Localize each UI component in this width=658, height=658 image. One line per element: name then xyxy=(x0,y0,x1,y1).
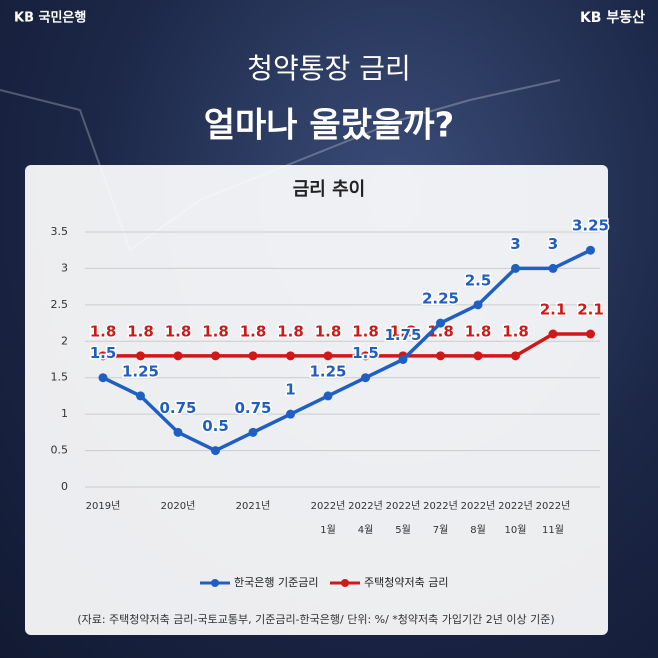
y-tick-label: 1.5 xyxy=(51,371,69,384)
point xyxy=(248,427,258,437)
data-label: 1.8 xyxy=(390,322,417,340)
x-tick-label: 2022년 11월 xyxy=(535,501,571,536)
data-label: 1.8 xyxy=(165,322,192,340)
point xyxy=(136,351,145,361)
point xyxy=(211,351,220,361)
data-label: 1.25 xyxy=(122,362,159,380)
data-label: 2.25 xyxy=(422,290,459,308)
data-label: 1.5 xyxy=(90,344,117,362)
point xyxy=(548,263,558,273)
data-label: 1.8 xyxy=(315,322,342,340)
y-tick-label: 0.5 xyxy=(51,444,69,457)
data-label: 3.25 xyxy=(572,217,609,235)
x-tick-label: 2022년 10월 xyxy=(498,501,533,536)
y-tick-label: 3 xyxy=(61,261,68,274)
point xyxy=(511,263,520,273)
point xyxy=(511,351,520,361)
point xyxy=(173,427,183,437)
data-label: 2.1 xyxy=(540,301,567,319)
data-label: 1.8 xyxy=(127,322,154,340)
title-1: 청약통장 금리 xyxy=(247,52,410,85)
x-tick-label: 2022년 5월 xyxy=(385,501,421,536)
y-tick-label: 0 xyxy=(61,480,68,493)
x-tick-label: 2022년 8월 xyxy=(460,501,496,536)
data-label: 3 xyxy=(548,235,558,253)
x-tick-label: 2021년 xyxy=(235,501,271,512)
point xyxy=(286,351,295,361)
data-label: 0.75 xyxy=(159,399,196,417)
series-line xyxy=(102,248,592,453)
point xyxy=(248,351,258,361)
y-tick-label: 1 xyxy=(61,407,68,420)
legend-label: 주택청약저축 금리 xyxy=(364,575,448,589)
note: (자료: 주택청약저축 금리-국토교통부, 기준금리-한국은행/ 단위: %/ … xyxy=(77,612,554,626)
data-label: 1.8 xyxy=(202,322,229,340)
data-label: 1.25 xyxy=(309,362,346,380)
point xyxy=(398,355,408,364)
data-label: 2.1 xyxy=(577,301,604,319)
data-label: 0.75 xyxy=(234,399,271,417)
data-label: 0.5 xyxy=(202,417,229,435)
data-label: 1.8 xyxy=(427,322,454,340)
point xyxy=(136,391,145,401)
point xyxy=(286,409,295,419)
point xyxy=(586,245,595,255)
data-label: 1.75 xyxy=(384,326,421,344)
title-2: 얼마나 올랐을까? xyxy=(204,106,455,146)
brand-left: KB 국민은행 xyxy=(14,10,86,26)
point xyxy=(586,329,595,339)
brand-right: KB 부동산 xyxy=(580,9,645,26)
y-tick-label: 3.5 xyxy=(51,225,69,238)
point xyxy=(323,351,333,361)
point xyxy=(436,351,445,361)
data-label: 1.8 xyxy=(352,322,379,340)
data-label: 1.8 xyxy=(90,322,117,340)
data-label: 1 xyxy=(285,381,295,399)
data-label: 1.8 xyxy=(240,322,267,340)
point xyxy=(173,351,183,361)
x-tick-label: 2020년 xyxy=(160,501,196,512)
point xyxy=(361,373,370,383)
legend-label: 한국은행 기준금리 xyxy=(234,576,318,589)
chart-title: 금리 추이 xyxy=(293,179,366,200)
x-tick-label: 2019년 xyxy=(85,501,121,512)
point xyxy=(436,318,445,328)
x-tick-label: 2022년 7월 xyxy=(423,501,458,536)
point xyxy=(323,391,333,401)
point xyxy=(361,351,370,361)
point xyxy=(473,300,483,310)
point xyxy=(473,351,483,361)
point xyxy=(98,351,108,361)
legend-dot xyxy=(341,579,349,587)
point xyxy=(548,329,558,339)
x-tick-label: 2022년 4월 xyxy=(348,501,383,536)
point xyxy=(98,373,108,383)
series-line xyxy=(103,332,591,358)
data-label: 1.8 xyxy=(465,322,492,340)
x-tick-label: 2022년 1월 xyxy=(310,501,346,536)
data-label: 1.8 xyxy=(277,322,304,340)
data-label: 1.5 xyxy=(352,344,379,362)
y-tick-label: 2 xyxy=(61,334,68,347)
point xyxy=(211,446,220,456)
data-label: 1.8 xyxy=(502,322,529,340)
legend-dot xyxy=(211,579,219,587)
y-tick-label: 2.5 xyxy=(51,298,69,311)
data-label: 3 xyxy=(510,235,520,253)
data-label: 2.5 xyxy=(465,271,492,289)
